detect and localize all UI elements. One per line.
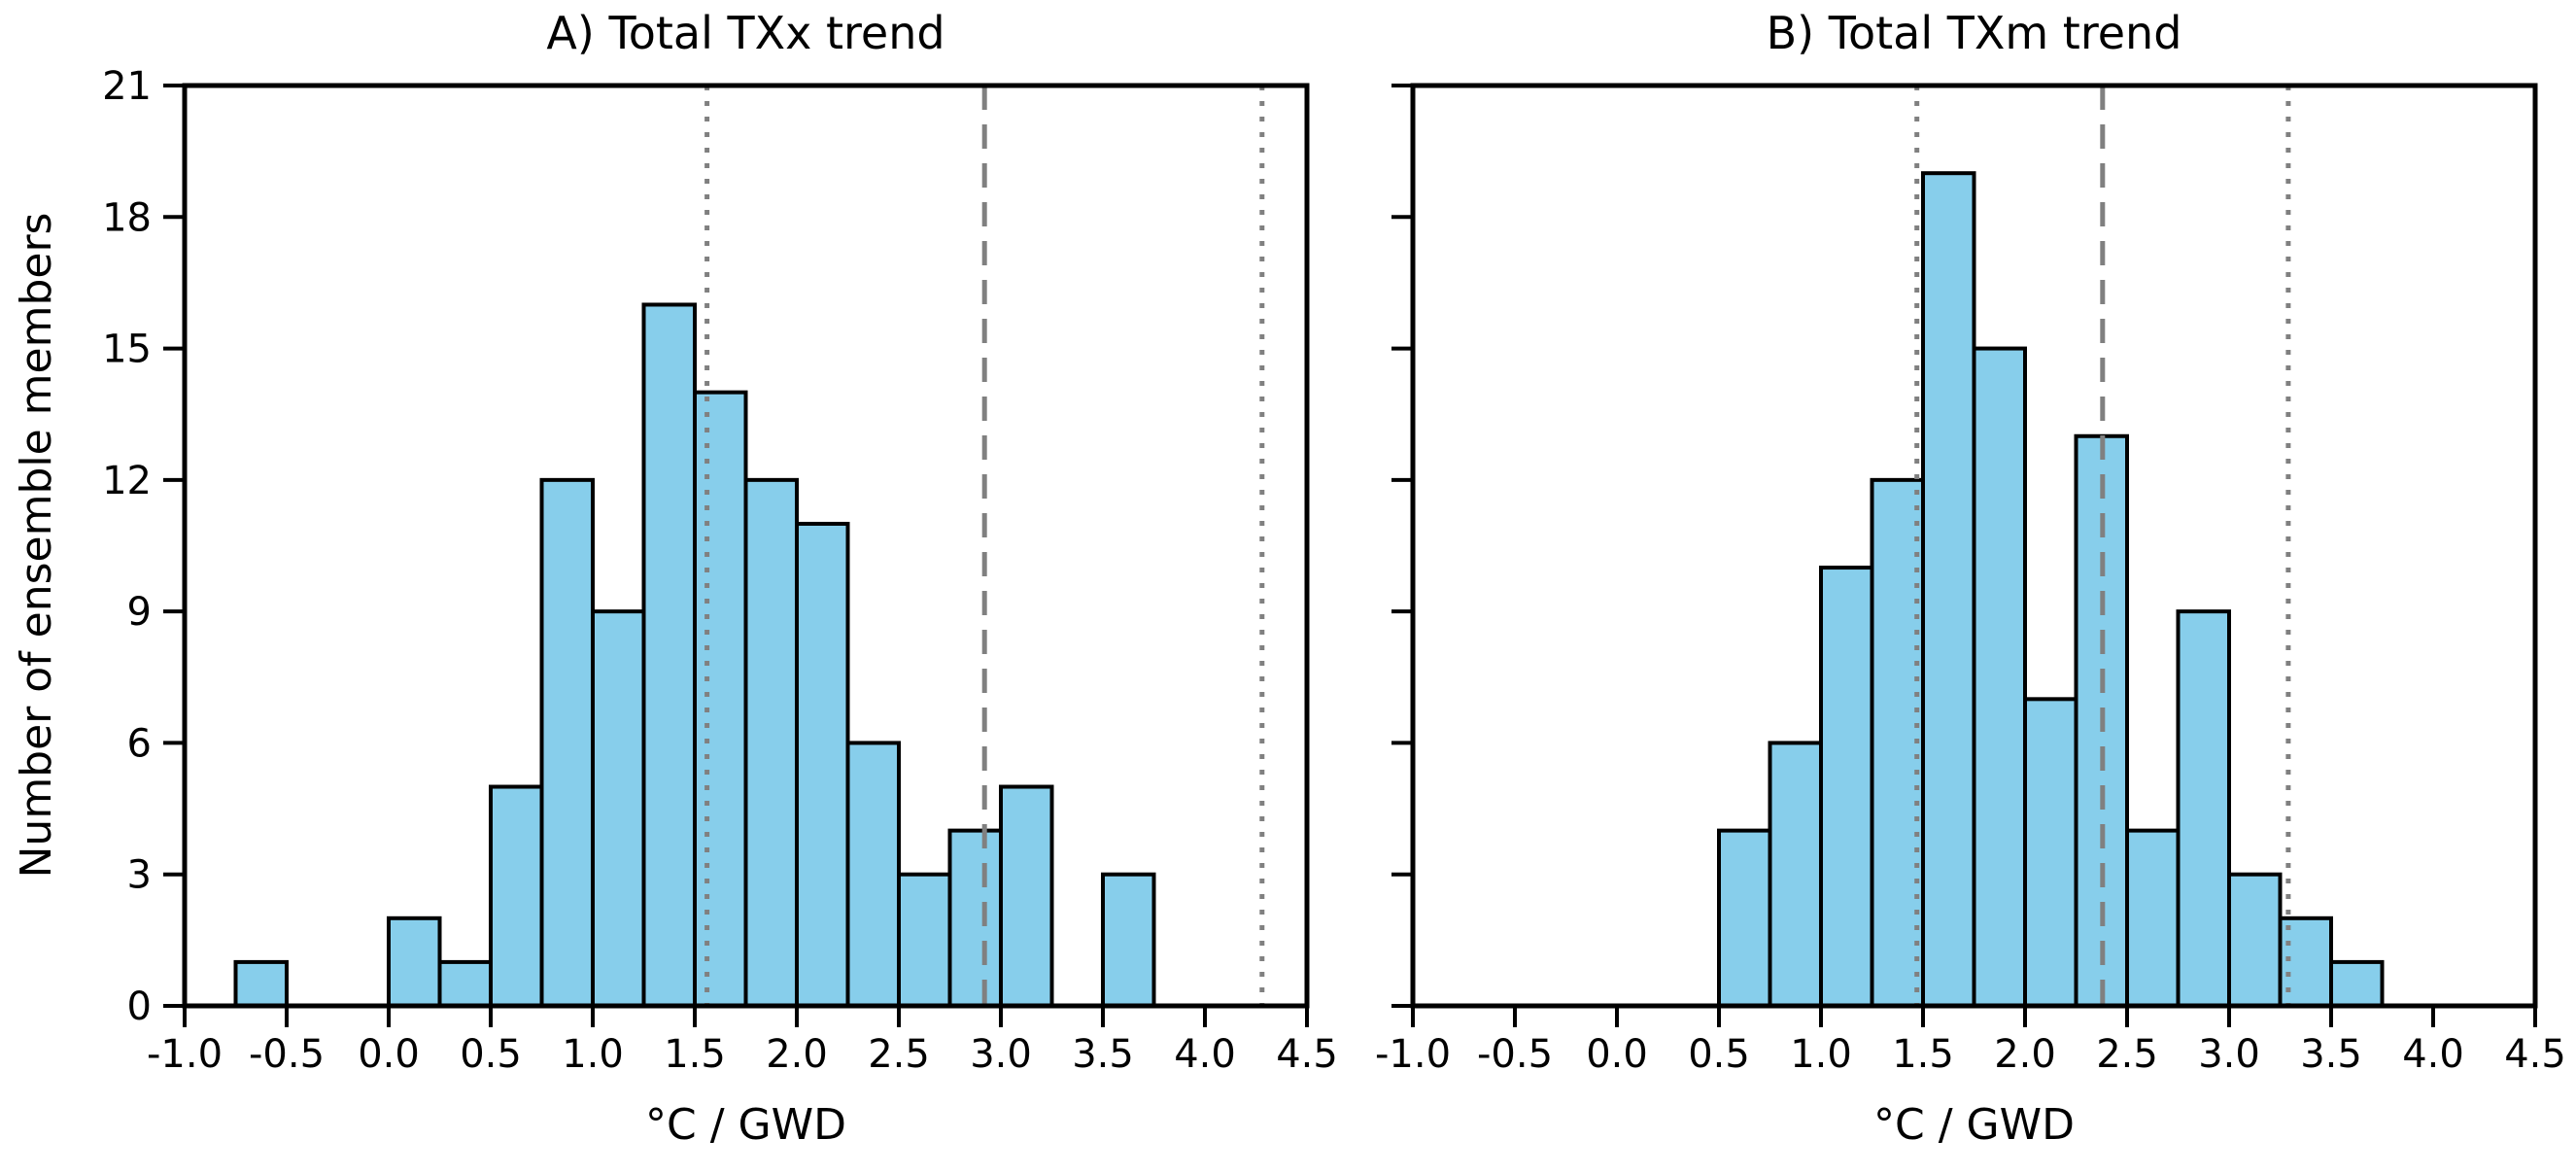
x-tick-label: 2.0 [766,1032,828,1077]
x-tick-label: 3.0 [970,1032,1032,1077]
panel-title: A) Total TXx trend [546,7,945,59]
histogram-bar [947,828,1003,1008]
x-tick-label: 2.5 [2096,1032,2158,1077]
histogram-bar [1717,828,1772,1008]
histogram-bar [897,872,952,1009]
panel-title: B) Total TXm trend [1767,7,2182,59]
histogram-bar [2329,959,2385,1009]
histogram-bar [641,302,697,1008]
histogram-bar [2023,697,2078,1008]
histogram-bar [233,959,289,1009]
histogram-bar [1819,566,1874,1008]
histogram-bar [489,784,544,1008]
plot-spines [182,83,1310,1009]
y-axis-label: Number of ensemble members [12,213,61,879]
y-tick-label: 15 [102,328,152,372]
histogram-bar [693,390,748,1008]
histogram-bar [999,784,1054,1008]
x-tick-label: 0.5 [1688,1032,1750,1077]
x-tick-label: 3.5 [2300,1032,2362,1077]
histogram-bar [2125,828,2181,1008]
x-tick-label: 3.0 [2198,1032,2260,1077]
histogram-bar [2227,872,2283,1009]
histogram-bar [387,915,442,1008]
x-tick-label: 1.5 [1892,1032,1954,1077]
x-tick-label: -1.0 [1375,1032,1451,1077]
histogram-bar [591,609,646,1009]
x-tick-label: 3.5 [1072,1032,1134,1077]
histogram-bar [2278,915,2333,1008]
histogram-bar [795,521,850,1008]
x-tick-label: 4.0 [2402,1032,2464,1077]
histogram-bar [2176,609,2231,1009]
y-tick-label: 18 [102,195,152,240]
y-tick-label: 9 [127,590,152,635]
x-tick-label: 4.5 [1276,1032,1338,1077]
x-tick-label: 2.0 [1994,1032,2056,1077]
histogram-bar [437,959,493,1009]
x-tick-label: 1.0 [1790,1032,1852,1077]
plot-spines [1410,83,2538,1009]
histogram-bar [845,741,901,1009]
x-tick-label: 0.0 [1586,1032,1648,1077]
histogram-bar [743,477,799,1009]
x-tick-label: -0.5 [249,1032,325,1077]
x-axis-label: °C / GWD [645,1100,846,1150]
y-tick-label: 0 [127,984,152,1029]
x-axis-label: °C / GWD [1873,1100,2075,1150]
histogram-bar [1972,346,2027,1009]
x-tick-label: 0.5 [460,1032,522,1077]
histogram-bar [1768,741,1823,1009]
y-tick-label: 6 [127,721,152,766]
histogram-bar [539,477,595,1009]
x-tick-label: 4.0 [1174,1032,1236,1077]
x-tick-label: -1.0 [147,1032,223,1077]
x-tick-label: 0.0 [358,1032,420,1077]
x-tick-label: 1.0 [562,1032,624,1077]
x-tick-label: 2.5 [868,1032,930,1077]
x-tick-label: -0.5 [1477,1032,1553,1077]
y-tick-label: 12 [102,459,152,503]
histogram-bar [1921,171,1976,1008]
y-tick-label: 3 [127,853,152,898]
histogram-bar [1101,872,1156,1009]
x-tick-label: 4.5 [2504,1032,2566,1077]
x-tick-label: 1.5 [664,1032,726,1077]
y-tick-label: 21 [102,64,152,109]
